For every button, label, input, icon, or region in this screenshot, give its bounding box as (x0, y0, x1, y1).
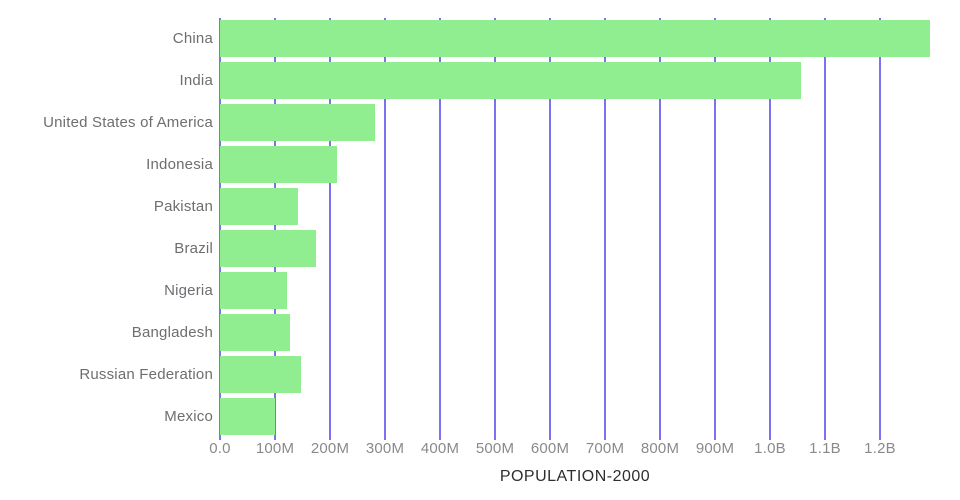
category-label-indonesia: Indonesia (146, 156, 213, 173)
bar-china (220, 20, 931, 57)
category-label-brazil: Brazil (174, 240, 213, 257)
gridline-400M (439, 18, 441, 440)
category-label-russian-federation: Russian Federation (79, 366, 213, 383)
bar-nigeria (220, 272, 288, 309)
gridline-900M (714, 18, 716, 440)
x-tick-label-300M: 300M (365, 440, 405, 457)
bar-bangladesh (220, 314, 291, 351)
gridline-1.1B (824, 18, 826, 440)
chart-title: POPULATION-2000 (499, 468, 651, 485)
category-label-pakistan: Pakistan (153, 198, 213, 215)
bar-pakistan (220, 188, 299, 225)
gridline-700M (604, 18, 606, 440)
x-tick-label-600M: 600M (530, 440, 570, 457)
category-label-united-states-of-america: United States of America (43, 114, 213, 131)
gridline-200M (329, 18, 331, 440)
bar-india (220, 62, 802, 99)
x-tick-label-100M: 100M (255, 440, 295, 457)
x-tick-label-500M: 500M (475, 440, 515, 457)
category-label-mexico: Mexico (164, 408, 213, 425)
gridline-1.0B (769, 18, 771, 440)
x-tick-label-1.0B: 1.0B (754, 440, 786, 457)
bar-russian-federation (220, 356, 301, 393)
x-tick-label-200M: 200M (310, 440, 350, 457)
gridline-600M (549, 18, 551, 440)
gridline-0.0 (219, 18, 221, 440)
bar-united-states-of-america (220, 104, 376, 141)
bar-indonesia (220, 146, 337, 183)
gridline-300M (384, 18, 386, 440)
category-label-india: India (179, 72, 213, 89)
x-tick-label-1.1B: 1.1B (809, 440, 841, 457)
x-tick-label-800M: 800M (640, 440, 680, 457)
gridline-100M (274, 18, 276, 440)
gridline-1.2B (879, 18, 881, 440)
category-label-bangladesh: Bangladesh (131, 324, 213, 341)
x-tick-label-1.2B: 1.2B (864, 440, 896, 457)
bar-brazil (220, 230, 317, 267)
x-tick-label-700M: 700M (585, 440, 625, 457)
x-tick-label-900M: 900M (695, 440, 735, 457)
bar-mexico (220, 398, 275, 435)
category-label-nigeria: Nigeria (164, 282, 213, 299)
x-tick-label-400M: 400M (420, 440, 460, 457)
gridline-800M (659, 18, 661, 440)
x-tick-label-0.0: 0.0 (209, 440, 231, 457)
category-label-china: China (172, 30, 213, 47)
gridline-500M (494, 18, 496, 440)
